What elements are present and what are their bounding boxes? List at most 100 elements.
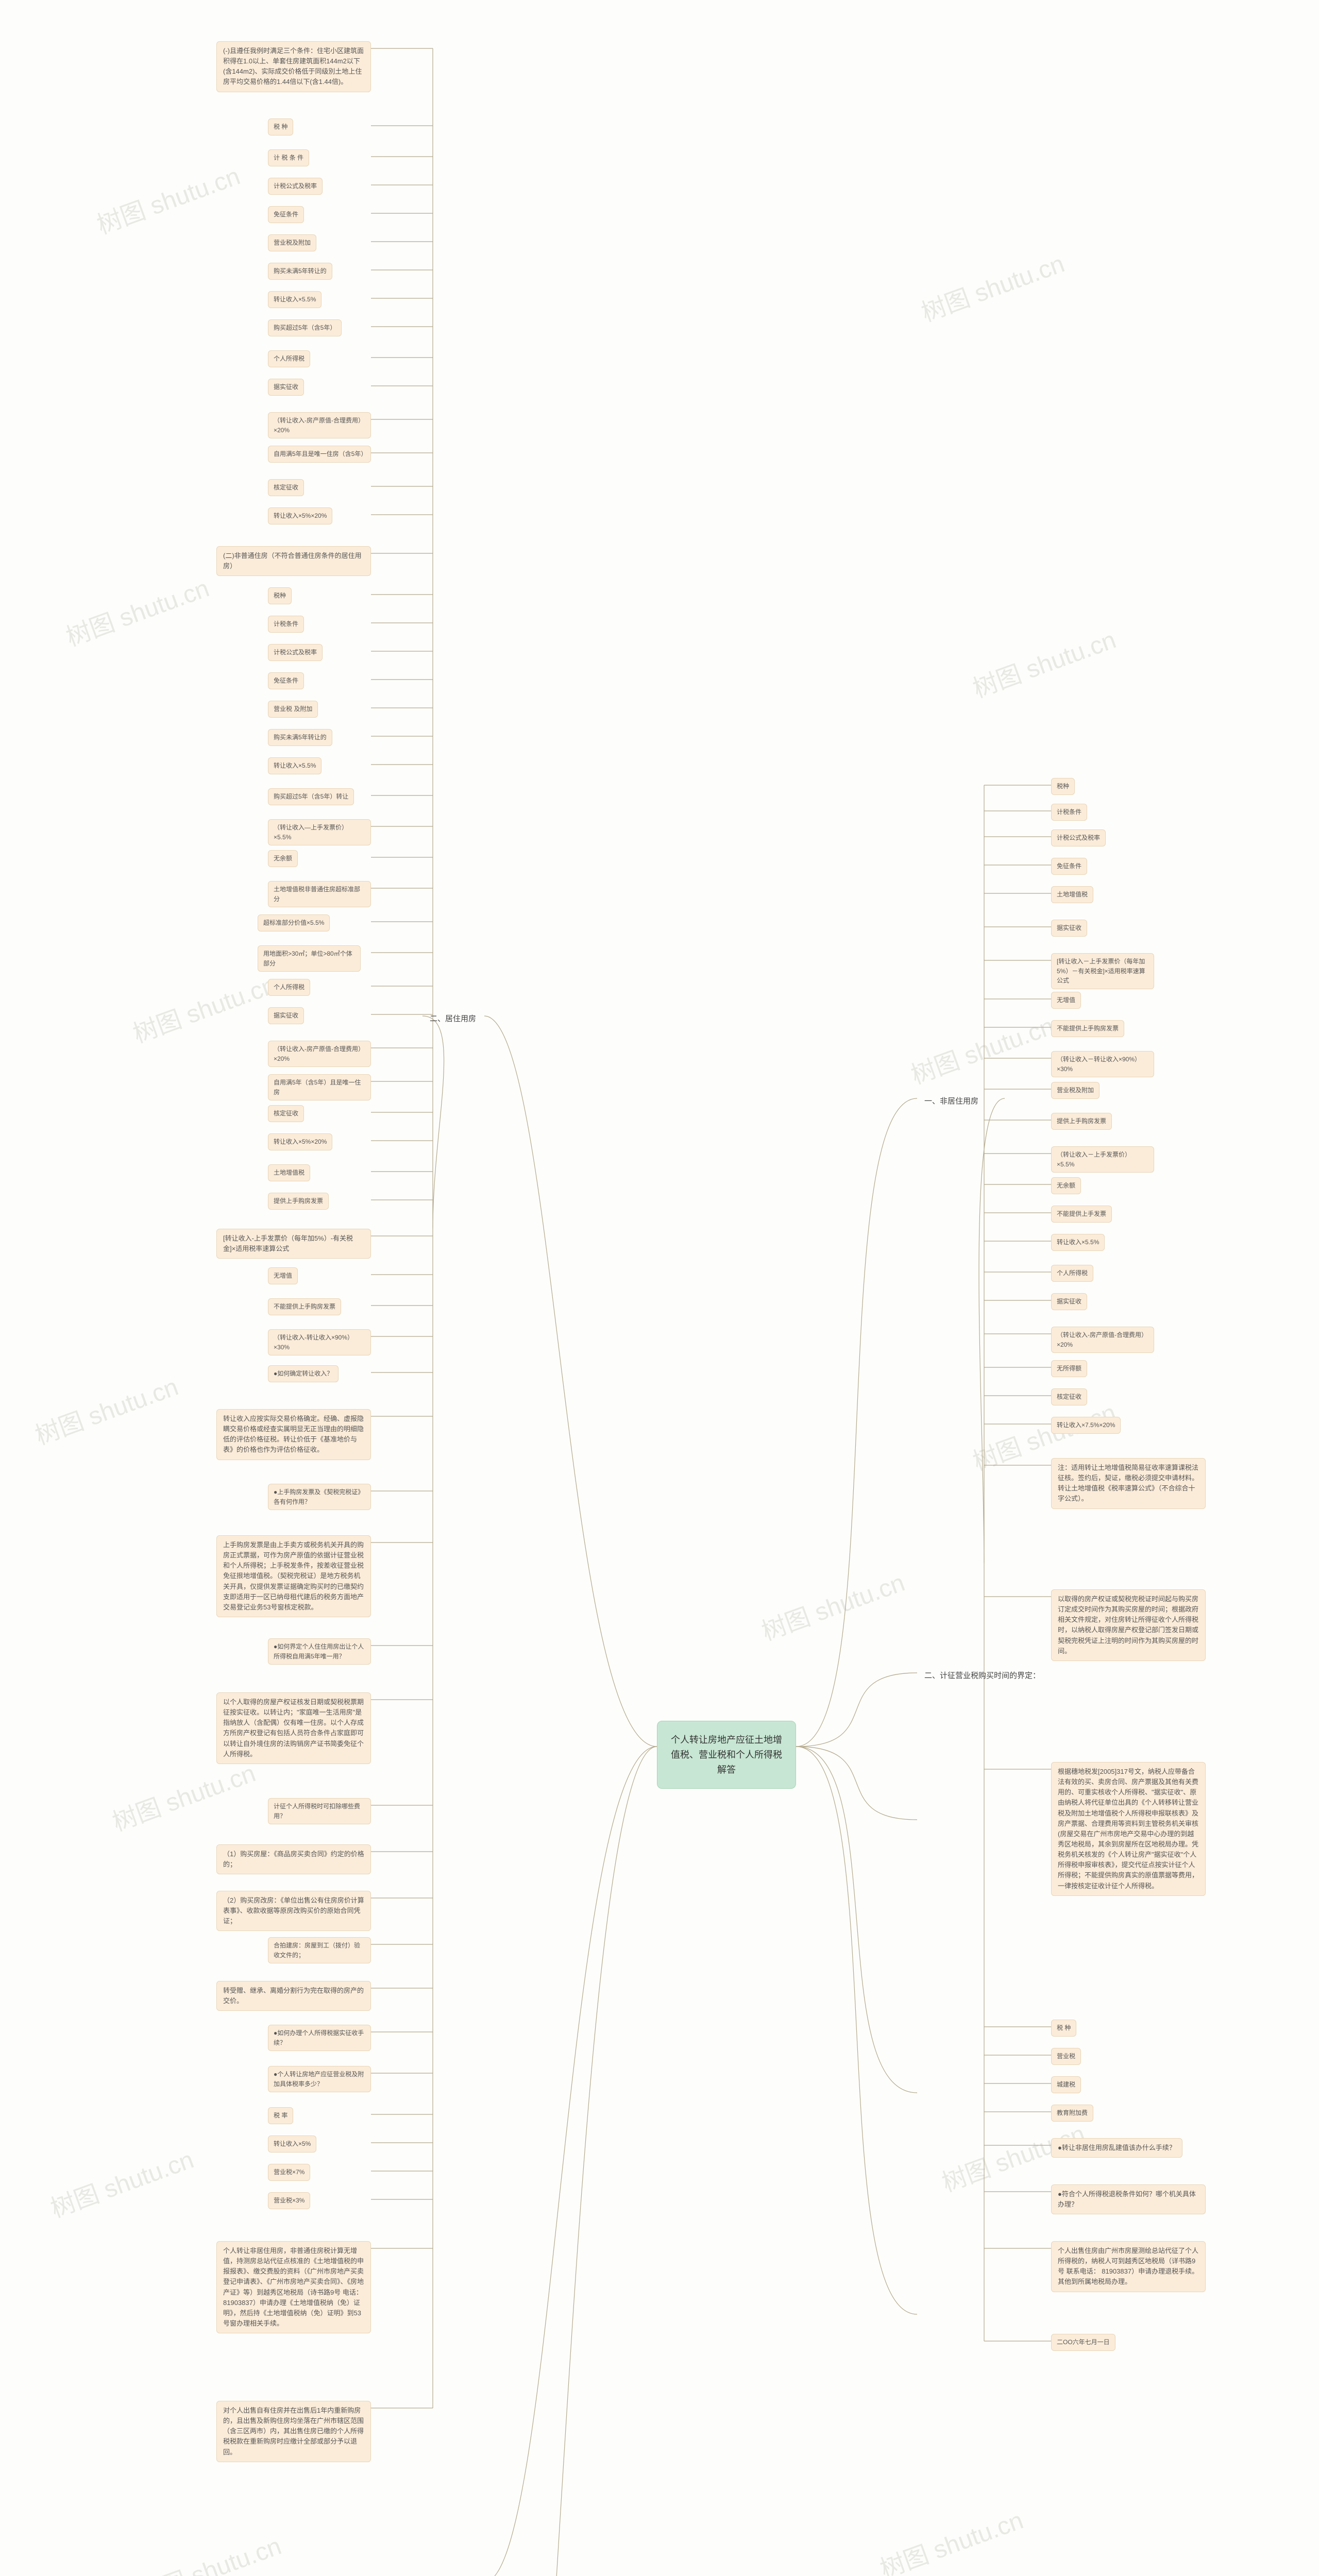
leaf-node: 购买未满5年转让的 — [268, 263, 332, 280]
leaf-node: 教育附加费 — [1051, 2105, 1093, 2122]
watermark: 树图 shutu.cn — [127, 964, 280, 1049]
watermark: 树图 shutu.cn — [132, 2526, 285, 2576]
leaf-node: 不能提供上手购房发票 — [268, 1298, 341, 1315]
leaf-node: 转让收入×5%×20% — [268, 1133, 332, 1150]
leaf-node: 税种 — [268, 587, 292, 604]
leaf-node: ●如何确定转让收入？ — [268, 1365, 339, 1382]
leaf-node: ●个人转让房地产应征营业税及附加具体税率多少？ — [268, 2066, 371, 2092]
leaf-node: （转让收入-房产原值-合理费用）×20% — [1051, 1327, 1154, 1353]
branch-label: 一、非居住用房 — [917, 1092, 986, 1109]
leaf-node: 转让收入×5.5% — [1051, 1234, 1105, 1251]
watermark: 树图 shutu.cn — [916, 243, 1069, 328]
leaf-node: 转受赠、继承、离婚分割行为完在取得的房产的交价。 — [216, 1981, 371, 2011]
leaf-node: 据实征收 — [1051, 1293, 1087, 1310]
leaf-node: 转让收入×5%×20% — [268, 507, 332, 524]
leaf-node: 计税条件 — [268, 616, 304, 633]
leaf-node: 注：适用转让土地增值税简易征收率速算课税法征核。签约后，契证，缴税必须提交申请材… — [1051, 1458, 1206, 1509]
leaf-node: 不能提供上手发票 — [1051, 1206, 1112, 1223]
leaf-node: 营业税 — [1051, 2048, 1081, 2065]
leaf-node: 合拍建房：房屋到工（拨付）验收文件的； — [268, 1937, 371, 1963]
leaf-node: 计税公式及税率 — [1051, 829, 1106, 846]
watermark: 树图 shutu.cn — [45, 2139, 198, 2224]
leaf-node: 税 种 — [1051, 2020, 1076, 2037]
leaf-node: 自用满5年（含5年）且是唯一住房 — [268, 1074, 371, 1100]
leaf-node: 购买未满5年转让的 — [268, 729, 332, 746]
leaf-node: （转让收入-房产原值-合理费用）×20% — [268, 1041, 371, 1067]
leaf-node: ●符合个人所得税退税条件如何？哪个机关具体办理？ — [1051, 2184, 1206, 2214]
leaf-node: ●上手购房发票及《契税完税证》各有何作用？ — [268, 1484, 371, 1510]
leaf-node: 据实征收 — [268, 379, 304, 396]
leaf-node: 个人所得税 — [268, 350, 310, 367]
leaf-node: 二OO六年七月一日 — [1051, 2334, 1115, 2351]
center-node: 个人转让房地产应征土地增值税、营业税和个人所得税解答 — [657, 1721, 796, 1789]
leaf-node: 核定征收 — [268, 479, 304, 496]
watermark: 树图 shutu.cn — [874, 2500, 1027, 2576]
leaf-node: 无余额 — [268, 850, 298, 867]
leaf-node: (-)且遵任我例时满足三个条件：住宅小区建筑面积得在1.0以上、单套住房建筑面积… — [216, 41, 371, 92]
leaf-node: 营业税 及附加 — [268, 701, 318, 718]
leaf-node: 据实征收 — [1051, 920, 1087, 937]
leaf-node: 营业税×7% — [268, 2164, 310, 2181]
leaf-node: 计 税 条 件 — [268, 149, 309, 166]
leaf-node: 对个人出售自有住房并在出售后1年内重新购房的，且出售及新购住房均坐落在广州市辖区… — [216, 2401, 371, 2462]
leaf-node: 购买超过5年（含5年） — [268, 319, 342, 336]
leaf-node: 上手购房发票是由上手卖方或税务机关开具的购房正式票据，可作为房产原值的依据计征营… — [216, 1535, 371, 1617]
leaf-node: 核定征收 — [268, 1105, 304, 1122]
leaf-node: 土地增值税非普通住房超标准部分 — [268, 881, 371, 907]
leaf-node: （转让收入－转让收入×90%）×30% — [1051, 1051, 1154, 1077]
leaf-node: 自用满5年且是唯一住房（含5年） — [268, 446, 371, 463]
leaf-node: 以取得的房产权证或契税完税证时间起与购买房订定成交时间作为其购买房屋的时间；根据… — [1051, 1589, 1206, 1661]
leaf-node: 转让收入×7.5%×20% — [1051, 1417, 1121, 1434]
leaf-node: （转让收入-房产原值-合理费用）×20% — [268, 412, 371, 438]
watermark: 树图 shutu.cn — [60, 568, 213, 653]
leaf-node: ●如何界定个人住住用房出让个人所得税自用满5年唯一用？ — [268, 1638, 371, 1665]
leaf-node: 购买超过5年（含5年）转让 — [268, 788, 354, 805]
leaf-node: 核定征收 — [1051, 1388, 1087, 1405]
leaf-node: (二)非普通住房（不符合普通住房条件的居住用房） — [216, 546, 371, 576]
leaf-node: 据实征收 — [268, 1007, 304, 1024]
watermark: 树图 shutu.cn — [107, 1753, 260, 1838]
branch-label: 二、计征营业税购买时间的界定： — [917, 1667, 1047, 1684]
leaf-node: 不能提供上手购房发票 — [1051, 1020, 1124, 1037]
leaf-node: 营业税及附加 — [1051, 1082, 1100, 1099]
leaf-node: 无所得额 — [1051, 1360, 1087, 1377]
leaf-node: 提供上手购房发票 — [268, 1193, 329, 1210]
leaf-node: 免征条件 — [268, 206, 304, 223]
leaf-node: 个人出售住房由广州市房屋测绘总站代征了个人所得税的，纳税人可到越秀区地税局（详书… — [1051, 2241, 1206, 2292]
leaf-node: 用地面积>30㎡；单位>80㎡个体部分 — [258, 945, 361, 972]
mindmap-canvas: 树图 shutu.cn 树图 shutu.cn 树图 shutu.cn 树图 shut… — [0, 0, 1319, 2576]
watermark: 树图 shutu.cn — [29, 1366, 182, 1451]
leaf-node: 营业税×3% — [268, 2192, 310, 2209]
leaf-node: 税 率 — [268, 2107, 293, 2124]
leaf-node: [转让收入-上手发票价（每年加5%）-有关税金]×适用税率速算公式 — [216, 1229, 371, 1259]
leaf-node: 提供上手购房发票 — [1051, 1113, 1112, 1130]
leaf-node: 转让收入×5% — [268, 2136, 316, 2153]
watermark: 树图 shutu.cn — [756, 1562, 909, 1647]
leaf-node: 计征个人所得税时可扣除哪些费用？ — [268, 1798, 371, 1824]
leaf-node: （转让收入—上手发票价）×5.5% — [268, 819, 371, 845]
leaf-node: 个人所得税 — [1051, 1265, 1093, 1282]
leaf-node: 计税公式及税率 — [268, 644, 323, 661]
leaf-node: 转让收入×5.5% — [268, 291, 322, 308]
leaf-node: 个人所得税 — [268, 979, 310, 996]
leaf-node: 城建税 — [1051, 2076, 1081, 2093]
branch-label: 二、居住用房 — [422, 1010, 483, 1027]
leaf-node: 税种 — [1051, 778, 1075, 795]
leaf-node: 转让收入应按实际交易价格确定。经确、虚报隐瞒交易价格或经查实属明显无正当理由的明… — [216, 1409, 371, 1460]
leaf-node: 计税公式及税率 — [268, 178, 323, 195]
leaf-node: ●转让非居住用房乱建值该办什么手续？ — [1051, 2138, 1182, 2158]
leaf-node: 超标准部分价值×5.5% — [258, 914, 330, 931]
leaf-node: 以个人取得的房屋产权证核发日期或契税税票期征按实征收。以转让内；"家庭唯一生活用… — [216, 1692, 371, 1764]
leaf-node: 转让收入×5.5% — [268, 757, 322, 774]
leaf-node: （2）购买房改房：《单位出售公有住房房价计算表事》、收款收据等原房改购买价的原始… — [216, 1891, 371, 1931]
leaf-node: 税 种 — [268, 118, 293, 135]
leaf-node: （1）购买房屋：《商品房买卖合同》约定的价格的； — [216, 1844, 371, 1874]
leaf-node: 无余额 — [1051, 1177, 1081, 1194]
leaf-node: 免征条件 — [1051, 858, 1087, 875]
watermark: 树图 shutu.cn — [905, 1006, 1058, 1091]
leaf-node: 营业税及附加 — [268, 234, 316, 251]
leaf-node: （转让收入－上手发票价）×5.5% — [1051, 1146, 1154, 1173]
leaf-node: （转让收入-转让收入×90%）×30% — [268, 1329, 371, 1355]
leaf-node: 免征条件 — [268, 672, 304, 689]
watermark: 树图 shutu.cn — [967, 619, 1120, 704]
